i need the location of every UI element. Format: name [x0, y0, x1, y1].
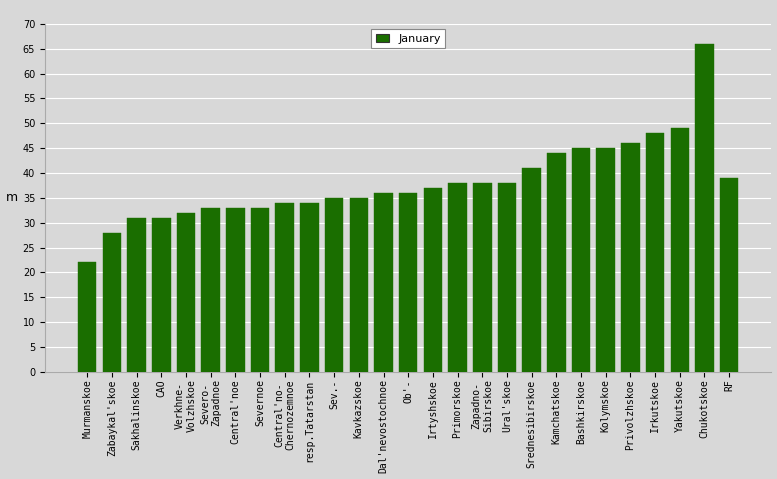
Bar	[276, 203, 294, 372]
Bar	[201, 208, 220, 372]
Bar	[621, 143, 639, 372]
Bar	[176, 213, 195, 372]
Legend: January: January	[371, 30, 445, 48]
Bar	[78, 262, 96, 372]
Bar	[498, 183, 516, 372]
Bar	[473, 183, 492, 372]
Bar	[572, 148, 591, 372]
Bar	[127, 218, 146, 372]
Bar	[547, 153, 566, 372]
Bar	[597, 148, 615, 372]
Bar	[103, 233, 121, 372]
Bar	[448, 183, 467, 372]
Bar	[671, 128, 689, 372]
Bar	[226, 208, 245, 372]
Bar	[152, 218, 171, 372]
Bar	[423, 188, 442, 372]
Bar	[695, 44, 714, 372]
Bar	[251, 208, 270, 372]
Bar	[399, 193, 417, 372]
Bar	[522, 168, 541, 372]
Bar	[646, 133, 664, 372]
Bar	[720, 178, 738, 372]
Bar	[375, 193, 392, 372]
Bar	[325, 198, 343, 372]
Y-axis label: m: m	[5, 192, 18, 205]
Bar	[300, 203, 319, 372]
Bar	[350, 198, 368, 372]
